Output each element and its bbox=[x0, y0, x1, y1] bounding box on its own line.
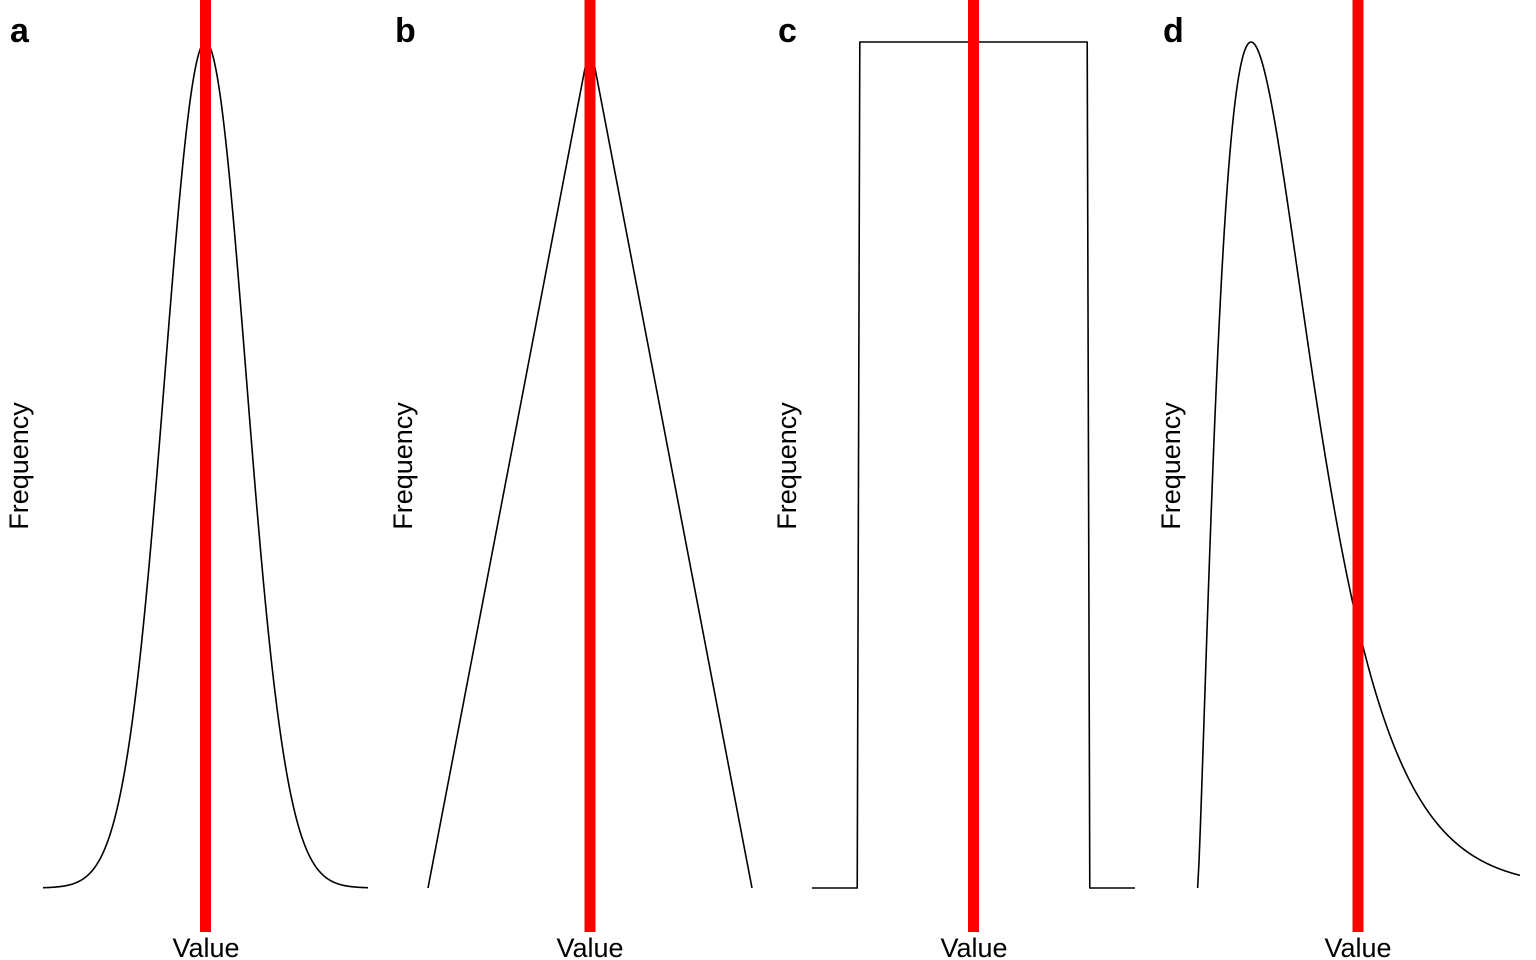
panel-a: a Frequency Value bbox=[4, 0, 369, 960]
panel-d: d Frequency Value bbox=[1156, 0, 1521, 960]
y-axis-label-a: Frequency bbox=[4, 402, 34, 530]
x-axis-label-d: Value bbox=[1324, 933, 1391, 960]
panel-c: c Frequency Value bbox=[772, 0, 1135, 960]
y-axis-label-b: Frequency bbox=[388, 402, 418, 530]
x-axis-label-a: Value bbox=[172, 933, 239, 960]
panel-letter-d: d bbox=[1163, 12, 1184, 50]
panel-letter-a: a bbox=[10, 12, 30, 50]
panel-letter-c: c bbox=[778, 12, 797, 50]
panel-letter-b: b bbox=[395, 12, 416, 50]
y-axis-label-c: Frequency bbox=[772, 402, 802, 530]
panel-b: b Frequency Value bbox=[388, 0, 753, 960]
x-axis-label-b: Value bbox=[556, 933, 623, 960]
y-axis-label-d: Frequency bbox=[1156, 402, 1186, 530]
x-axis-label-c: Value bbox=[940, 933, 1007, 960]
